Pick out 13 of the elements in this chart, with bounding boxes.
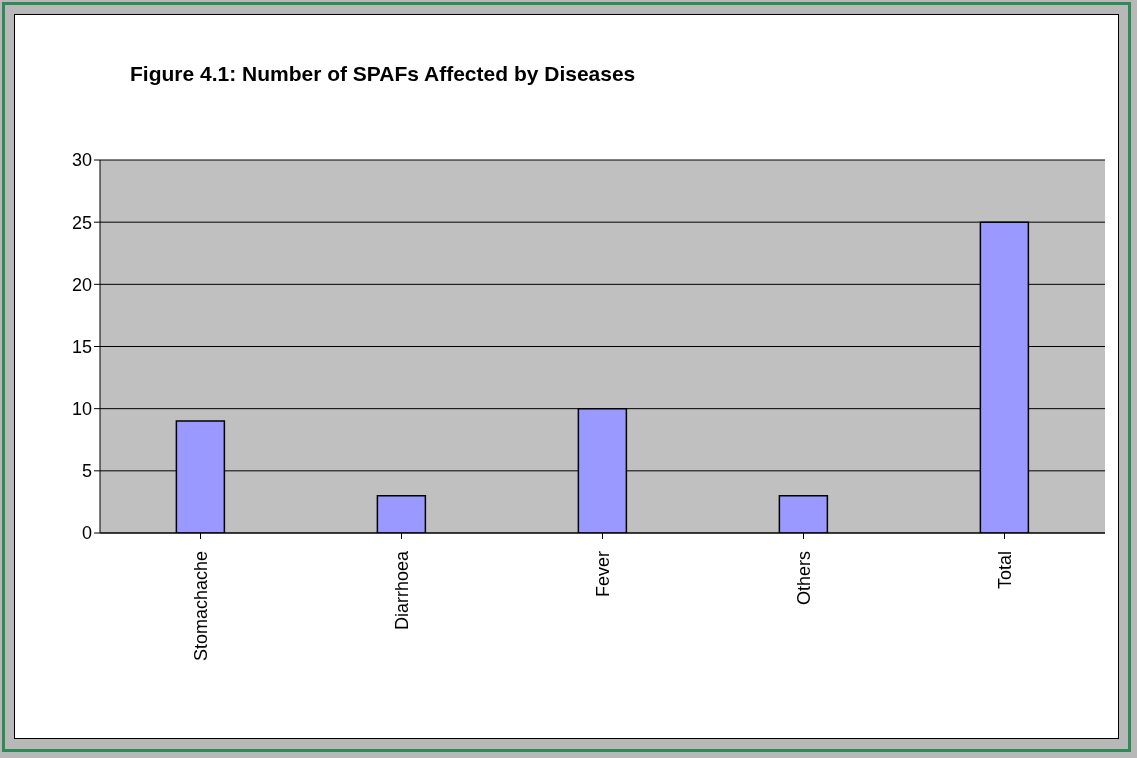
y-tick-label: 15 [71, 336, 92, 357]
y-tick-label: 5 [81, 461, 92, 482]
y-tick-label: 20 [71, 274, 92, 295]
y-tick-label: 0 [81, 523, 92, 544]
y-tick-label: 10 [71, 399, 92, 420]
x-tick-label: Fever [592, 551, 613, 598]
chart-title: Figure 4.1: Number of SPAFs Affected by Diseases [130, 62, 636, 86]
x-tick-label: Stomachache [190, 551, 211, 662]
y-tick-label: 25 [71, 212, 92, 233]
x-tick-label: Total [994, 551, 1015, 590]
x-tick-label: Others [793, 551, 814, 606]
x-tick-label: Diarrhoea [391, 550, 412, 631]
y-tick-label: 30 [71, 150, 92, 171]
